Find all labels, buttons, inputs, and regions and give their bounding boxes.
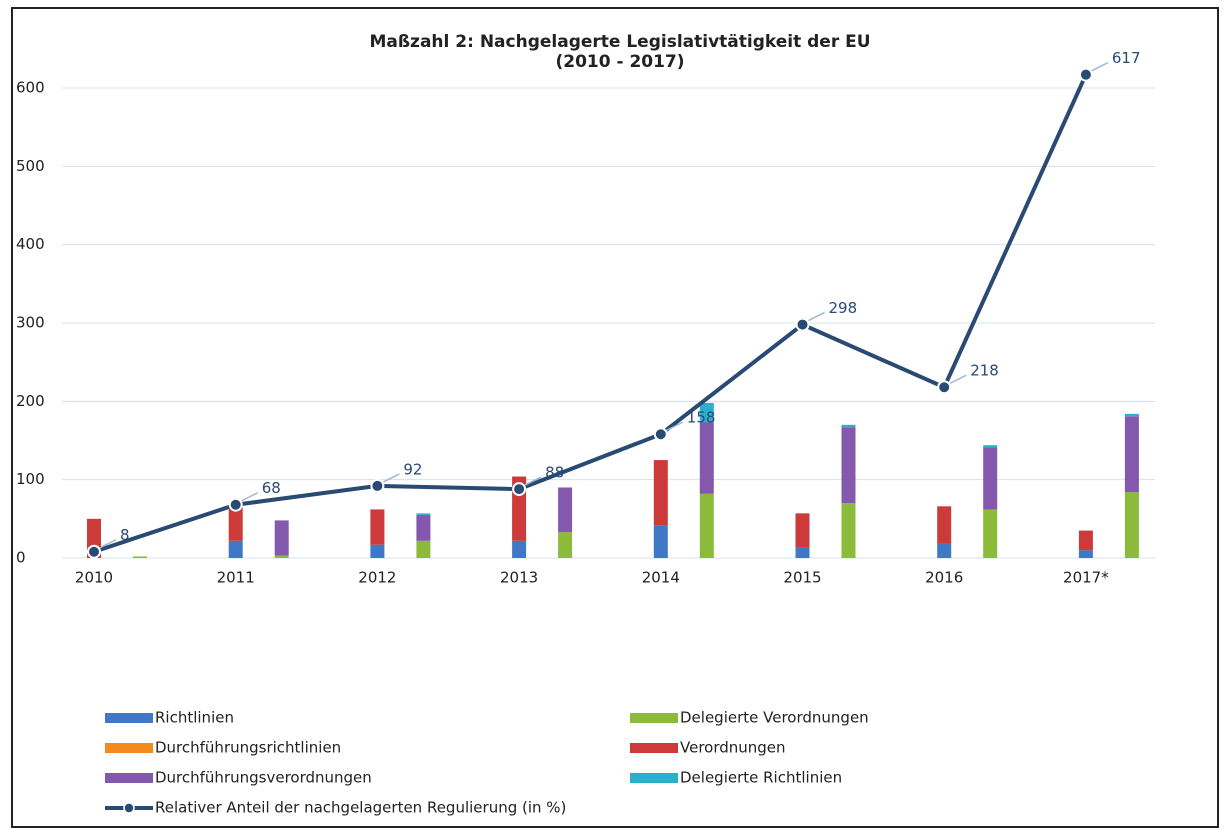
leader-line [949,374,967,384]
bar-segment [653,525,668,558]
y-tick-label: 400 [16,235,45,253]
bar-segment [416,540,431,558]
chart-title: Maßzahl 2: Nachgelagerte Legislativtätig… [369,32,870,52]
bar-segment [416,514,431,541]
bar-segment [699,493,714,558]
leader-line [241,492,259,502]
data-label: 617 [1112,49,1141,67]
bar-segment [370,509,385,545]
y-tick-label: 100 [16,470,45,488]
bar-segment [133,556,147,558]
bar-segment [653,460,668,526]
legend-label: Durchführungsrichtlinien [155,739,341,757]
leader-line [524,476,542,486]
legend-label: Verordnungen [680,739,786,757]
bar-segment [841,503,856,558]
bar-segment [841,424,856,428]
y-tick-label: 500 [16,157,45,175]
bar-segment [1124,416,1139,493]
bar-segment [983,447,998,510]
line-point [87,544,101,559]
data-label: 92 [403,460,422,478]
bar-segment [699,422,714,494]
bar-segment [795,547,810,558]
legend-swatch [105,743,153,753]
bar-segment [699,402,714,423]
x-tick-label: 2017* [1063,569,1109,587]
line-point [1078,67,1093,82]
line-point [795,317,810,332]
bar-segment [1124,492,1139,558]
leader-line [808,311,825,322]
bar-segment [370,544,385,558]
line-point [937,380,952,395]
leader-line [666,421,684,431]
legend-label: Delegierte Richtlinien [680,769,842,787]
bar-segment [1078,550,1093,558]
leader-line [99,539,117,549]
x-tick-label: 2013 [500,569,538,587]
legend-swatch [123,802,135,814]
data-label: 8 [120,526,130,544]
bar-segment [558,487,573,533]
bar-segment [795,513,810,548]
bar-segment [228,540,243,558]
bar-segment [1078,530,1093,551]
x-tick-label: 2014 [642,569,680,587]
legend-label: Delegierte Verordnungen [680,709,869,727]
data-label: 298 [829,299,858,317]
x-tick-label: 2011 [217,569,255,587]
x-tick-label: 2010 [75,569,113,587]
line-point [512,482,527,497]
bar-segment [416,513,431,515]
data-label: 218 [970,362,999,380]
legend-swatch [105,713,153,723]
legend-swatch [105,773,153,783]
bar-segment [512,540,527,558]
legend-label: Relativer Anteil der nachgelagerten Regu… [155,799,566,817]
bar-segment [983,509,998,558]
y-tick-label: 300 [16,314,45,332]
data-label: 158 [687,409,716,427]
line-point [653,427,668,442]
x-tick-label: 2016 [925,569,963,587]
y-tick-label: 600 [16,79,45,97]
line-point [228,497,243,512]
bar-segment [841,427,856,504]
line-point [370,478,385,493]
legend-swatch [630,773,678,783]
bar-segment [228,507,243,541]
leader-line [1091,62,1109,72]
legend-label: Durchführungsverordnungen [155,769,372,787]
legend-swatch [630,743,678,753]
bar-segment [937,543,952,558]
bar-segment [558,532,573,558]
y-tick-label: 0 [16,549,26,567]
bar-segment [274,520,289,556]
legend-swatch [630,713,678,723]
bar-segment [983,445,998,448]
data-label: 68 [262,479,281,497]
frame [11,7,1219,828]
data-label: 88 [545,464,564,482]
x-tick-label: 2015 [783,569,821,587]
bar-segment [1124,413,1139,417]
leader-line [383,473,400,483]
y-tick-label: 200 [16,392,45,410]
x-tick-label: 2012 [358,569,396,587]
line [93,73,1088,554]
chart-subtitle: (2010 - 2017) [555,52,684,72]
bar-segment [937,506,952,544]
bar-segment [274,555,289,558]
legend-label: Richtlinien [155,709,234,727]
